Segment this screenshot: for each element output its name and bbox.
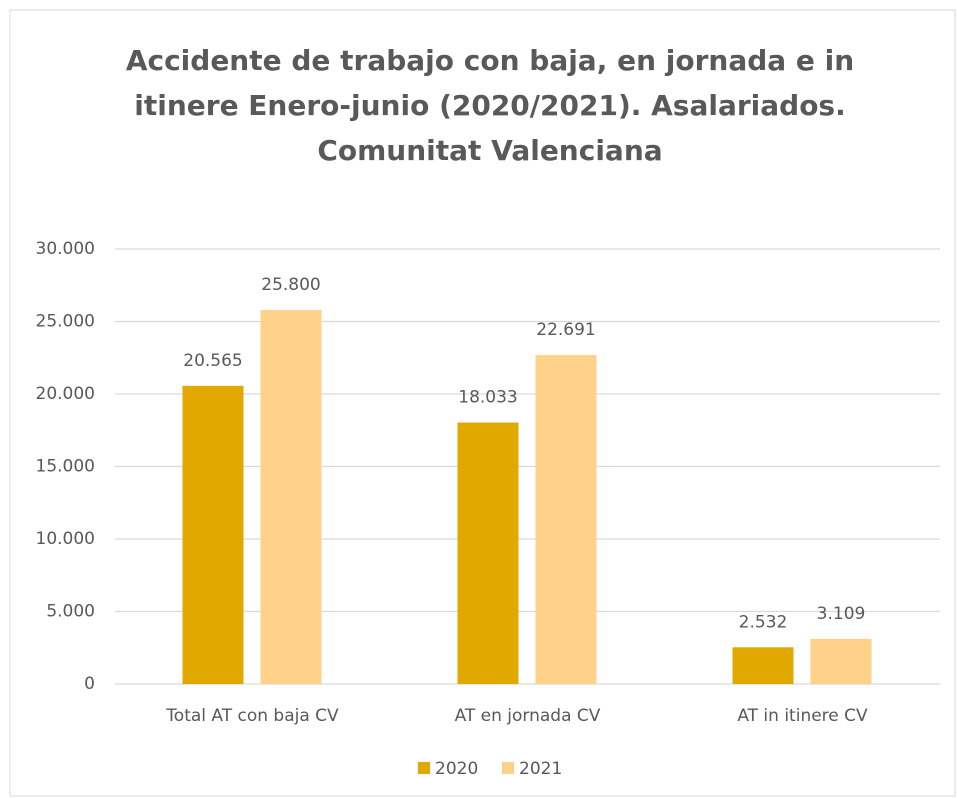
y-tick-label: 5.000 xyxy=(46,602,95,622)
value-label: 18.033 xyxy=(458,388,517,408)
y-tick-label: 10.000 xyxy=(36,529,95,549)
chart-title: itinere Enero-junio (2020/2021). Asalari… xyxy=(134,89,845,122)
value-label: 2.532 xyxy=(739,612,788,632)
bar xyxy=(260,309,322,684)
legend-swatch xyxy=(502,762,514,774)
bar xyxy=(535,354,597,684)
y-tick-label: 0 xyxy=(84,674,95,694)
chart-title: Comunitat Valenciana xyxy=(317,134,662,167)
bar xyxy=(810,638,872,684)
x-tick-label: AT en jornada CV xyxy=(455,706,601,726)
value-label: 25.800 xyxy=(261,275,320,295)
y-tick-label: 25.000 xyxy=(36,312,95,332)
y-tick-label: 30.000 xyxy=(36,239,95,259)
value-label: 20.565 xyxy=(183,351,242,371)
y-tick-label: 20.000 xyxy=(36,384,95,404)
legend-label: 2020 xyxy=(435,759,478,779)
x-tick-label: Total AT con baja CV xyxy=(165,706,339,726)
x-tick-label: AT in itinere CV xyxy=(737,706,868,726)
bar xyxy=(182,385,244,684)
value-label: 22.691 xyxy=(536,320,595,340)
bar xyxy=(732,647,794,684)
bar xyxy=(457,422,519,684)
value-label: 3.109 xyxy=(817,604,866,624)
chart-title: Accidente de trabajo con baja, en jornad… xyxy=(126,44,854,77)
legend-label: 2021 xyxy=(519,759,562,779)
y-tick-label: 15.000 xyxy=(36,457,95,477)
legend-swatch xyxy=(418,762,430,774)
